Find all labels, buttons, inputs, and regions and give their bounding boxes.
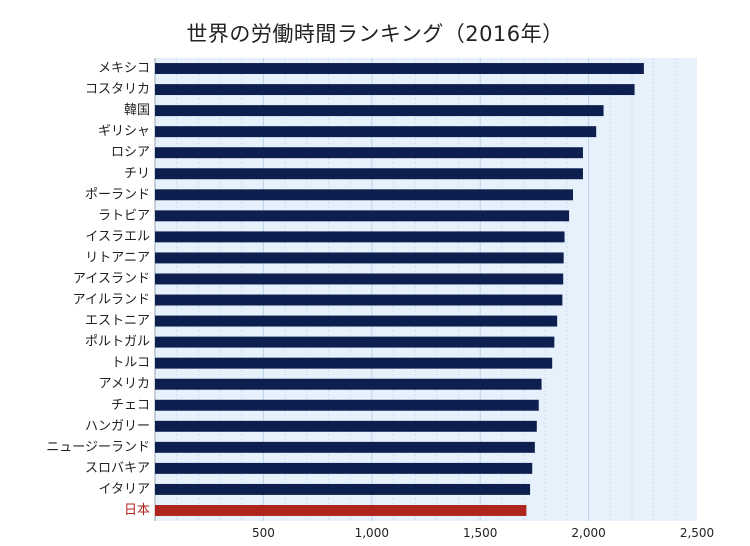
x-axis-tick-labels: 500 1,000 1,500 2,000 2,500: [252, 526, 714, 540]
category-label: 韓国: [124, 103, 150, 118]
bar-10: [155, 252, 564, 264]
bar-1: [155, 63, 644, 74]
category-label: リトアニア: [85, 250, 150, 265]
bar-5: [155, 147, 583, 159]
category-label: ラトビア: [98, 208, 150, 223]
category-label: ポルトガル: [85, 335, 150, 350]
category-label: アイスランド: [73, 271, 150, 286]
x-tick-label: 500: [252, 526, 275, 540]
category-label: ロシア: [111, 145, 150, 160]
category-label: スロバキア: [85, 461, 150, 476]
bar-14: [155, 336, 555, 348]
category-label: イタリア: [99, 482, 150, 497]
bar-18: [155, 420, 537, 432]
category-label: ハンガリー: [85, 419, 150, 434]
x-tick-label: 1,000: [355, 526, 389, 540]
bar-19: [155, 441, 535, 453]
bar-20: [155, 462, 533, 474]
bar-9: [155, 231, 565, 243]
bar-21: [155, 483, 531, 495]
bar-16: [155, 378, 542, 390]
category-label: イスラエル: [85, 229, 150, 244]
bar-15: [155, 357, 553, 369]
category-label: ポーランド: [85, 187, 150, 202]
category-labels: メキシココスタリカ韓国ギリシャロシアチリポーランドラトビアイスラエルリトアニアア…: [46, 61, 150, 518]
bar-17: [155, 399, 539, 411]
category-label: チェコ: [111, 398, 150, 413]
category-label: コスタリカ: [85, 82, 150, 97]
category-label: エストニア: [85, 314, 150, 329]
category-label: 日本: [124, 503, 150, 518]
x-tick-label: 2,000: [571, 526, 605, 540]
category-label: ギリシャ: [98, 124, 150, 139]
bar-22: [155, 505, 527, 516]
chart-title: 世界の労働時間ランキング（2016年）: [186, 22, 564, 46]
x-tick-label: 2,500: [680, 526, 714, 540]
bar-13: [155, 315, 558, 327]
x-tick-label: 1,500: [463, 526, 497, 540]
bar-12: [155, 294, 563, 306]
bar-4: [155, 126, 597, 138]
category-label: ニュージーランド: [46, 440, 150, 455]
bar-6: [155, 168, 583, 180]
bar-7: [155, 189, 573, 201]
category-label: アメリカ: [99, 377, 150, 392]
category-label: トルコ: [111, 356, 150, 371]
category-label: メキシコ: [98, 61, 150, 76]
bars: [155, 63, 644, 516]
category-label: チリ: [124, 166, 150, 181]
category-label: アイルランド: [73, 293, 150, 308]
bar-11: [155, 273, 564, 285]
bar-3: [155, 105, 604, 117]
bar-2: [155, 84, 635, 96]
bar-8: [155, 210, 570, 222]
